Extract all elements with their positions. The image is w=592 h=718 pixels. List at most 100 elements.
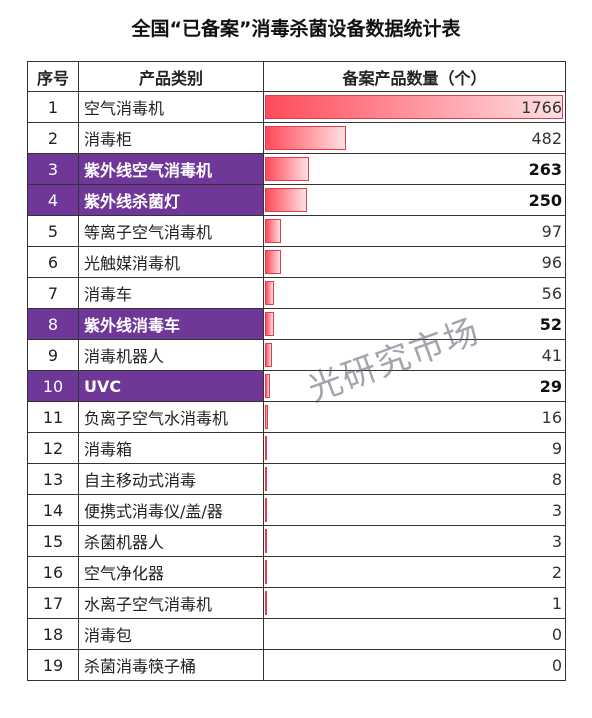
row-category: 负离子空气水消毒机 — [78, 401, 264, 433]
row-count-cell: 250 — [263, 184, 566, 216]
data-bar — [265, 312, 274, 336]
data-label: 29 — [539, 376, 562, 396]
row-count-cell: 482 — [263, 122, 566, 154]
data-bar — [265, 188, 307, 212]
row-index: 1 — [27, 91, 79, 123]
data-bar — [265, 343, 272, 367]
row-category: 紫外线杀菌灯 — [78, 184, 264, 216]
data-label: 0 — [551, 624, 562, 644]
row-category: 杀菌机器人 — [78, 525, 264, 557]
data-bar — [265, 126, 346, 150]
row-count-cell: 3 — [263, 525, 566, 557]
table-row: 4 紫外线杀菌灯 250 — [27, 184, 566, 216]
row-index: 18 — [27, 618, 79, 650]
row-index: 15 — [27, 525, 79, 557]
row-category: 消毒箱 — [78, 432, 264, 464]
data-label: 1 — [551, 593, 562, 613]
row-count-cell: 1 — [263, 587, 566, 619]
data-bar — [265, 436, 267, 460]
row-count-cell: 0 — [263, 649, 566, 681]
data-label: 1766 — [521, 97, 562, 117]
table-row: 1 空气消毒机 1766 — [27, 91, 566, 123]
table-row: 7 消毒车 56 — [27, 277, 566, 309]
data-bar — [265, 591, 267, 615]
data-bar — [265, 405, 268, 429]
table-row: 9 消毒机器人 41 — [27, 339, 566, 371]
data-bar — [265, 529, 267, 553]
table-row: 13 自主移动式消毒 8 — [27, 463, 566, 495]
header-count: 备案产品数量（个） — [263, 61, 566, 92]
table-row: 16 空气净化器 2 — [27, 556, 566, 588]
row-index: 2 — [27, 122, 79, 154]
row-count-cell: 8 — [263, 463, 566, 495]
row-index: 11 — [27, 401, 79, 433]
data-label: 41 — [541, 345, 562, 365]
data-label: 9 — [551, 438, 562, 458]
data-label: 52 — [539, 314, 562, 334]
table-row: 12 消毒箱 9 — [27, 432, 566, 464]
data-label: 16 — [541, 407, 562, 427]
table-row: 3 紫外线空气消毒机 263 — [27, 153, 566, 185]
row-count-cell: 263 — [263, 153, 566, 185]
table-row: 11 负离子空气水消毒机 16 — [27, 401, 566, 433]
table-body: 1 空气消毒机 1766 2 消毒柜 482 3 紫外线空气消毒机 263 4 紫外线杀菌灯 250 5… — [27, 91, 566, 681]
table-row: 6 光触媒消毒机 96 — [27, 246, 566, 278]
table-row: 14 便携式消毒仪/盖/器 3 — [27, 494, 566, 526]
row-category: 消毒包 — [78, 618, 264, 650]
row-count-cell: 29 — [263, 370, 566, 402]
table-row: 2 消毒柜 482 — [27, 122, 566, 154]
table-row: 15 杀菌机器人 3 — [27, 525, 566, 557]
header-index: 序号 — [27, 61, 79, 92]
row-count-cell: 41 — [263, 339, 566, 371]
table-row: 17 水离子空气消毒机 1 — [27, 587, 566, 619]
data-label: 263 — [528, 159, 562, 179]
data-label: 97 — [541, 221, 562, 241]
row-index: 14 — [27, 494, 79, 526]
data-label: 482 — [531, 128, 562, 148]
row-count-cell: 3 — [263, 494, 566, 526]
header-category: 产品类别 — [78, 61, 264, 92]
data-label: 3 — [551, 500, 562, 520]
row-index: 19 — [27, 649, 79, 681]
row-index: 3 — [27, 153, 79, 185]
row-category: 便携式消毒仪/盖/器 — [78, 494, 264, 526]
row-count-cell: 2 — [263, 556, 566, 588]
table-header-row: 序号 产品类别 备案产品数量（个） — [27, 61, 566, 92]
data-bar — [265, 157, 309, 181]
row-category: 杀菌消毒筷子桶 — [78, 649, 264, 681]
row-count-cell: 97 — [263, 215, 566, 247]
row-category: 等离子空气消毒机 — [78, 215, 264, 247]
row-count-cell: 16 — [263, 401, 566, 433]
row-index: 6 — [27, 246, 79, 278]
row-index: 10 — [27, 370, 79, 402]
data-bar — [265, 95, 563, 119]
row-category: 空气消毒机 — [78, 91, 264, 123]
row-index: 4 — [27, 184, 79, 216]
row-category: 紫外线消毒车 — [78, 308, 264, 340]
row-category: 自主移动式消毒 — [78, 463, 264, 495]
row-category: 紫外线空气消毒机 — [78, 153, 264, 185]
row-category: 光触媒消毒机 — [78, 246, 264, 278]
row-category: 消毒机器人 — [78, 339, 264, 371]
row-count-cell: 0 — [263, 618, 566, 650]
row-count-cell: 56 — [263, 277, 566, 309]
data-label: 250 — [528, 190, 562, 210]
data-bar — [265, 560, 267, 584]
row-count-cell: 9 — [263, 432, 566, 464]
row-category: 水离子空气消毒机 — [78, 587, 264, 619]
table-row: 5 等离子空气消毒机 97 — [27, 215, 566, 247]
row-index: 9 — [27, 339, 79, 371]
row-category: 消毒车 — [78, 277, 264, 309]
row-count-cell: 1766 — [263, 91, 566, 123]
row-index: 8 — [27, 308, 79, 340]
row-index: 16 — [27, 556, 79, 588]
data-label: 2 — [551, 562, 562, 582]
table-row: 18 消毒包 0 — [27, 618, 566, 650]
data-table: 序号 产品类别 备案产品数量（个） 1 空气消毒机 1766 2 消毒柜 482 3 紫外线空… — [27, 61, 566, 681]
table-title: 全国“已备案”消毒杀菌设备数据统计表 — [131, 18, 461, 40]
row-count-cell: 52 — [263, 308, 566, 340]
row-index: 13 — [27, 463, 79, 495]
data-label: 3 — [551, 531, 562, 551]
data-bar — [265, 219, 281, 243]
data-label: 0 — [551, 655, 562, 675]
